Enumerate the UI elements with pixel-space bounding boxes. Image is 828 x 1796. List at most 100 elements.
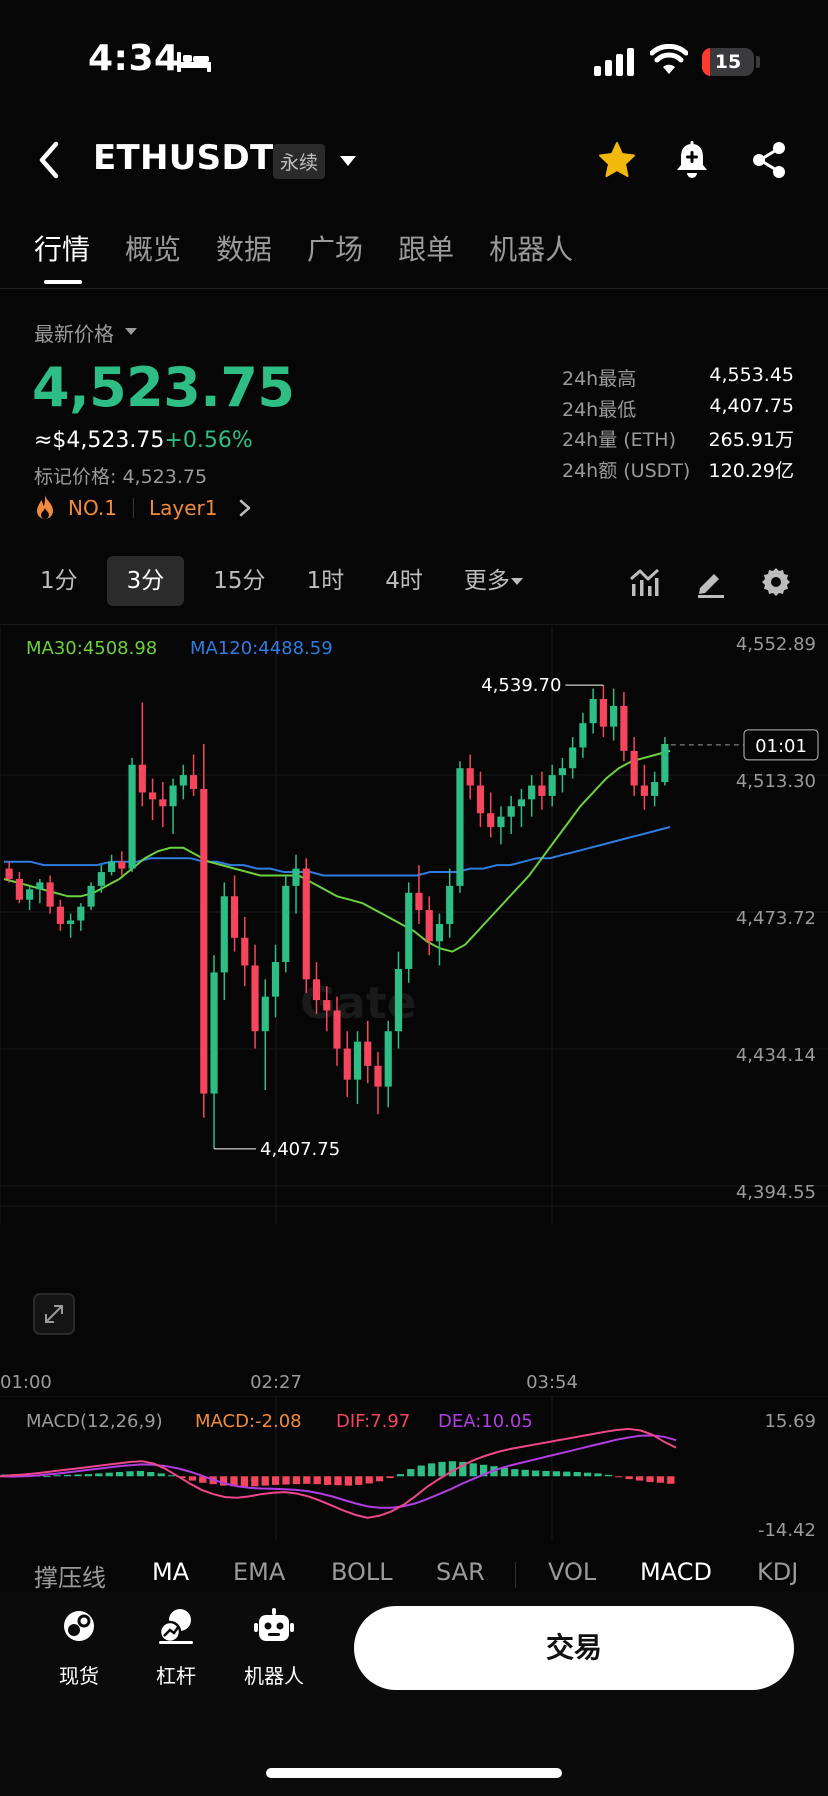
macd-bar-positive [63, 1474, 72, 1477]
nav-spot[interactable]: 现货 [31, 1606, 127, 1689]
indicator-support-resistance[interactable]: 撑压线 [34, 1564, 106, 1592]
nav-robot[interactable]: 机器人 [226, 1606, 322, 1689]
timeframe-15m[interactable]: 15分 [213, 568, 266, 594]
indicator-macd[interactable]: MACD [640, 1558, 712, 1586]
timeframe-1h[interactable]: 1时 [306, 568, 345, 594]
rank-tag[interactable]: NO.1 [68, 496, 117, 520]
ma120-legend: MA120:4488.59 [190, 638, 333, 659]
tabs-divider [0, 288, 828, 289]
candle-down [630, 750, 638, 786]
candle-down [118, 861, 126, 869]
timeframe-1m[interactable]: 1分 [40, 568, 78, 594]
macd-chart[interactable]: MACD(12,26,9) MACD:-2.08 DIF:7.97 DEA:10… [0, 1396, 828, 1546]
macd-bar-positive [84, 1474, 93, 1477]
macd-bar-positive [479, 1464, 488, 1477]
home-indicator [266, 1768, 562, 1778]
candle-up [579, 723, 587, 748]
macd-bar-positive [438, 1461, 446, 1477]
chevron-right-icon[interactable] [238, 498, 252, 518]
candle-up [651, 782, 659, 796]
fullscreen-button[interactable] [33, 1293, 75, 1335]
pair-dropdown-caret-icon[interactable] [340, 156, 356, 166]
candle-up [446, 885, 454, 924]
share-icon[interactable] [750, 140, 788, 180]
indicator-ema[interactable]: EMA [233, 1558, 286, 1586]
candle-up [169, 785, 177, 807]
back-arrow-icon[interactable] [34, 140, 64, 180]
favorite-star-icon[interactable] [597, 140, 637, 180]
macd-bar-positive [469, 1463, 477, 1477]
indicator-sar[interactable]: SAR [436, 1558, 485, 1586]
stat-row-high: 24h最高 4,553.45 [562, 364, 794, 395]
candle-down [374, 1065, 382, 1087]
trade-button[interactable]: 交易 [354, 1606, 794, 1690]
nav-margin[interactable]: 杠杆 [128, 1606, 224, 1689]
dif-value: DIF:7.97 [336, 1411, 410, 1432]
price-type-caret-icon[interactable] [125, 328, 137, 335]
category-tag[interactable]: Layer1 [149, 496, 218, 520]
main-tabs: 行情 概览 数据 广场 跟单 机器人 [34, 228, 608, 268]
candle-down [487, 813, 495, 828]
tab-copy-trading[interactable]: 跟单 [398, 233, 455, 266]
price-type-selector[interactable]: 最新价格 [34, 322, 114, 346]
candle-down [466, 768, 474, 786]
timeframe-more[interactable]: 更多 [463, 568, 510, 594]
dif-line [0, 1427, 677, 1519]
stat-label: 24h最高 [562, 368, 637, 390]
price-alert-bell-icon[interactable] [674, 140, 710, 180]
pair-title[interactable]: ETHUSDT [93, 138, 274, 178]
macd-bar-negative [386, 1476, 394, 1479]
battery-percent: 15 [714, 51, 742, 73]
nav-label: 杠杆 [156, 1664, 196, 1688]
candlestick-chart[interactable]: MA30:4508.98 MA120:4488.59 4,552.89 4,513… [0, 626, 828, 1396]
candle-down [159, 799, 167, 807]
macd-bar-negative [615, 1476, 623, 1478]
timeframe-3m[interactable]: 3分 [106, 556, 185, 606]
candle-down [333, 1010, 341, 1049]
indicator-tabs: 撑压线 MA EMA BOLL SAR VOL MACD KDJ [34, 1558, 814, 1592]
macd-ytick-min: -14.42 [758, 1520, 816, 1541]
tab-square[interactable]: 广场 [307, 233, 364, 266]
margin-icon [158, 1609, 193, 1644]
candle-up [261, 996, 269, 1032]
macd-bar-negative [313, 1476, 321, 1485]
macd-bar-negative [323, 1476, 332, 1485]
macd-bar-positive [136, 1470, 145, 1477]
macd-bar-negative [261, 1476, 269, 1486]
draw-tool-icon[interactable] [694, 566, 726, 598]
tab-data[interactable]: 数据 [216, 233, 273, 266]
macd-bar-positive [552, 1471, 561, 1477]
candle-down [241, 937, 249, 966]
more-caret-icon[interactable] [511, 578, 523, 585]
tab-overview[interactable]: 概览 [125, 233, 182, 266]
macd-bar-positive [105, 1472, 113, 1477]
indicators-icon[interactable] [628, 566, 660, 598]
indicator-vol[interactable]: VOL [548, 1558, 597, 1586]
candle-down [189, 775, 198, 789]
candle-down [148, 792, 157, 800]
candle-down [538, 785, 546, 796]
candle-down [138, 764, 146, 793]
y-tick-label: 4,552.89 [736, 634, 816, 655]
countdown-box [743, 729, 819, 761]
chart-settings-gear-icon[interactable] [760, 566, 792, 598]
macd-bar-negative [667, 1476, 675, 1484]
candle-up [36, 882, 44, 890]
tab-market[interactable]: 行情 [34, 233, 91, 266]
timeframe-bar: 1分 3分 15分 1时 4时 更多 [28, 556, 539, 606]
indicator-ma[interactable]: MA [152, 1558, 190, 1586]
indicator-kdj[interactable]: KDJ [757, 1558, 799, 1586]
candle-up [292, 868, 300, 886]
candle-down [302, 868, 310, 980]
indicator-boll[interactable]: BOLL [331, 1558, 393, 1586]
candle-down [415, 892, 423, 911]
timeframe-4h[interactable]: 4时 [385, 568, 423, 594]
macd-bar-positive [157, 1473, 165, 1477]
candle-down [312, 979, 321, 1001]
candle-up [128, 764, 136, 869]
macd-bar-negative [365, 1476, 373, 1484]
tab-bots[interactable]: 机器人 [489, 233, 574, 266]
active-tab-indicator [44, 280, 82, 284]
stat-row-turnover: 24h额 (USDT) 120.29亿 [562, 456, 794, 487]
candle-down [200, 788, 208, 1094]
